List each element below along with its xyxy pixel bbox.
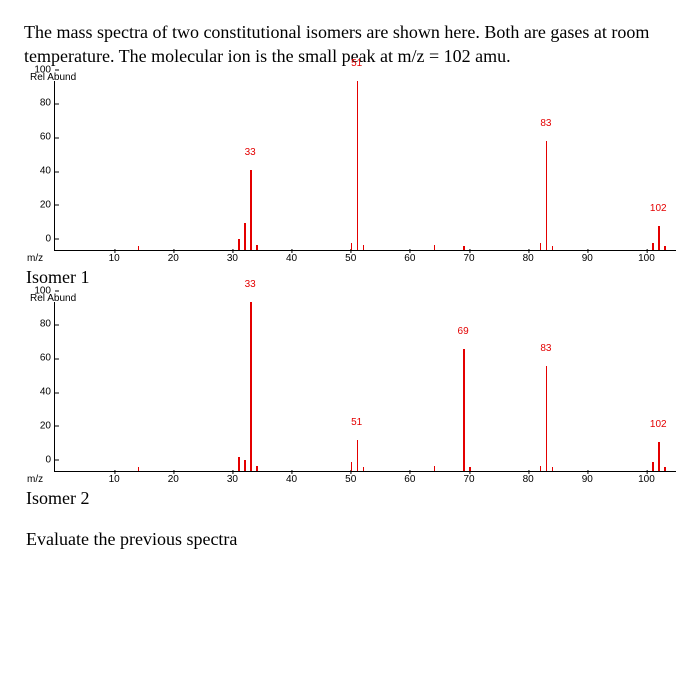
x-tick: 50 <box>345 474 356 485</box>
spectrum-peak <box>546 141 548 249</box>
spectrum-peak <box>552 246 554 249</box>
evaluate-prompt: Evaluate the previous spectra <box>26 529 676 550</box>
x-tick: 60 <box>404 474 415 485</box>
spectrum-peak <box>546 366 548 471</box>
spectrum-peak <box>351 462 353 470</box>
spectrum-peak <box>244 223 246 250</box>
spectrum-peak <box>351 243 353 250</box>
peak-label: 33 <box>245 147 256 158</box>
spectrum-peak <box>652 462 654 470</box>
spectrum-peak <box>256 245 258 250</box>
y-tick: 80 <box>25 98 51 109</box>
spectrum-peak <box>250 170 252 249</box>
x-tick: 70 <box>463 253 474 264</box>
spectrum-peak <box>357 81 359 250</box>
x-tick: 30 <box>227 253 238 264</box>
spectrum-peak <box>664 467 666 470</box>
isomer-2-title: Isomer 2 <box>26 488 676 509</box>
y-tick: 20 <box>25 199 51 210</box>
spectrum-peak <box>357 440 359 470</box>
y-tick: 40 <box>25 387 51 398</box>
spectrum-peak <box>244 460 246 470</box>
x-tick: 80 <box>523 253 534 264</box>
spectrum-peak <box>540 466 542 471</box>
x-tick: 100 <box>638 474 655 485</box>
spectrum-peak <box>250 302 252 471</box>
x-tick: 10 <box>109 474 120 485</box>
chart-isomer-1: m/z 020406080100102030405060708090100335… <box>54 81 676 251</box>
x-tick: 30 <box>227 474 238 485</box>
spectrum-peak <box>463 349 465 471</box>
y-tick: 100 <box>25 285 51 296</box>
x-tick: 60 <box>404 253 415 264</box>
y-tick: 60 <box>25 132 51 143</box>
y-tick: 100 <box>25 64 51 75</box>
x-tick: 100 <box>638 253 655 264</box>
x-tick: 20 <box>168 474 179 485</box>
spectrum-peak <box>652 243 654 250</box>
isomer-1-title: Isomer 1 <box>26 267 676 288</box>
spectrum-peak <box>363 245 365 250</box>
peak-label: 83 <box>540 118 551 129</box>
spectrum-peak <box>138 467 140 470</box>
peak-label: 33 <box>245 279 256 290</box>
spectrum-peak <box>256 466 258 471</box>
y-tick: 80 <box>25 319 51 330</box>
x-tick: 10 <box>109 253 120 264</box>
spectrum-peak <box>552 467 554 470</box>
spectrum-peak <box>434 245 436 250</box>
y-tick: 40 <box>25 166 51 177</box>
spectrum-peak <box>540 243 542 250</box>
x-tick: 70 <box>463 474 474 485</box>
spectrum-peak <box>658 442 660 471</box>
problem-description: The mass spectra of two constitutional i… <box>24 20 676 69</box>
peak-label: 51 <box>351 417 362 428</box>
spectrum-peak <box>664 246 666 249</box>
x-tick: 90 <box>582 253 593 264</box>
spectrum-peak <box>469 467 471 470</box>
spectrum-peak <box>238 457 240 471</box>
spectrum-peak <box>463 246 465 249</box>
chart-isomer-2: m/z 020406080100102030405060708090100335… <box>54 302 676 472</box>
x-tick: 80 <box>523 474 534 485</box>
x-tick: 40 <box>286 474 297 485</box>
x-tick: 20 <box>168 253 179 264</box>
peak-label: 102 <box>650 203 667 214</box>
x-tick: 90 <box>582 474 593 485</box>
x-axis-label: m/z <box>27 253 43 264</box>
y-tick: 20 <box>25 420 51 431</box>
y-tick: 0 <box>25 233 51 244</box>
peak-label: 102 <box>650 419 667 430</box>
peak-label: 51 <box>351 58 362 69</box>
peak-label: 69 <box>458 326 469 337</box>
y-tick: 0 <box>25 454 51 465</box>
spectrum-peak <box>238 239 240 249</box>
x-tick: 50 <box>345 253 356 264</box>
y-tick: 60 <box>25 353 51 364</box>
spectrum-peak <box>434 466 436 471</box>
spectrum-peak <box>138 246 140 249</box>
spectrum-2: Rel Abund m/z 02040608010010203040506070… <box>24 294 676 472</box>
spectrum-peak <box>658 226 660 250</box>
spectrum-1: Rel Abund m/z 02040608010010203040506070… <box>24 73 676 251</box>
spectrum-peak <box>363 467 365 470</box>
x-axis-label: m/z <box>27 474 43 485</box>
peak-label: 83 <box>540 343 551 354</box>
x-tick: 40 <box>286 253 297 264</box>
